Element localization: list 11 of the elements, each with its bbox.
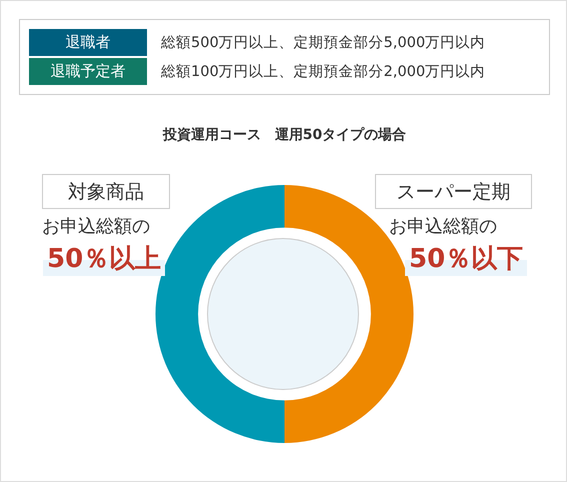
text: 退職予定者 [29,58,147,85]
slice-label: 対象商品 [42,174,170,209]
text: お申込総額の [42,215,150,238]
data-label: 50％以下 [405,241,528,276]
slice-label: スーパー定期 [375,174,532,209]
text: お申込総額の [389,215,497,238]
data-label: 50％以上 [43,241,166,276]
chart-title: 投資運用コース 運用50タイプの場合 [162,126,408,144]
text: 総額500万円以上、定期預金部分5,000万円以内 [161,34,486,52]
text: 総額100万円以上、定期預金部分2,000万円以内 [161,62,486,81]
text: 退職者 [29,29,147,56]
